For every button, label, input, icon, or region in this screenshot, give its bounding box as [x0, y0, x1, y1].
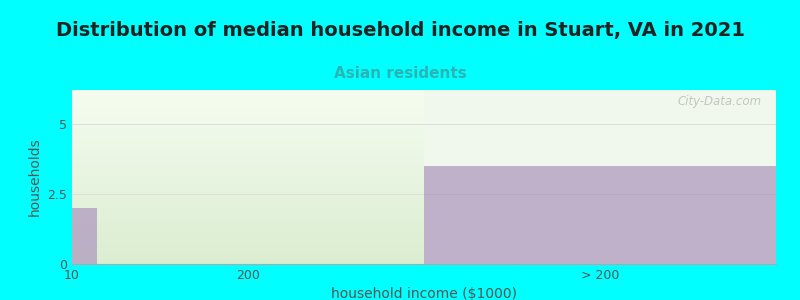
Y-axis label: households: households — [28, 138, 42, 216]
Bar — [72, 208, 98, 264]
Text: Distribution of median household income in Stuart, VA in 2021: Distribution of median household income … — [55, 21, 745, 40]
Text: Asian residents: Asian residents — [334, 66, 466, 81]
Text: City-Data.com: City-Data.com — [678, 95, 762, 108]
Bar — [424, 166, 776, 264]
X-axis label: household income ($1000): household income ($1000) — [331, 287, 517, 300]
